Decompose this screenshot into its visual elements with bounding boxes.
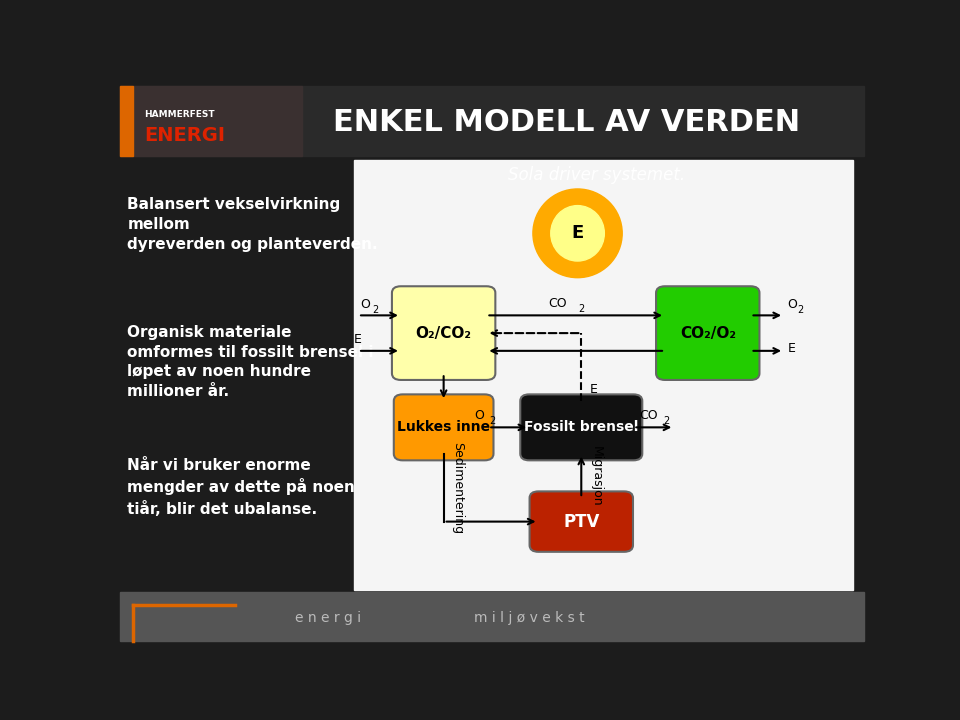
Bar bbox=[120, 86, 133, 156]
Text: 2: 2 bbox=[372, 305, 378, 315]
Bar bbox=[120, 592, 864, 641]
Ellipse shape bbox=[551, 206, 605, 261]
Text: Lukkes inne: Lukkes inne bbox=[397, 420, 491, 434]
Text: CO: CO bbox=[548, 297, 566, 310]
Bar bbox=[354, 160, 852, 590]
Text: Sedimentering: Sedimentering bbox=[451, 441, 464, 534]
Text: O: O bbox=[788, 298, 798, 311]
Text: 2: 2 bbox=[663, 415, 669, 426]
Ellipse shape bbox=[533, 189, 622, 278]
Text: m i l j ø v e k s t: m i l j ø v e k s t bbox=[474, 611, 585, 624]
Text: E: E bbox=[571, 225, 584, 243]
Text: e n e r g i: e n e r g i bbox=[296, 611, 361, 624]
Text: Når vi bruker enorme
mengder av dette på noen
tiår, blir det ubalanse.: Når vi bruker enorme mengder av dette på… bbox=[128, 458, 355, 517]
Bar bbox=[120, 86, 864, 156]
Text: ENKEL MODELL AV VERDEN: ENKEL MODELL AV VERDEN bbox=[333, 108, 800, 137]
Text: Sola driver systemet.: Sola driver systemet. bbox=[508, 166, 684, 184]
Text: Balansert vekselvirkning
mellom
dyreverden og planteverden.: Balansert vekselvirkning mellom dyreverd… bbox=[128, 197, 378, 252]
FancyBboxPatch shape bbox=[656, 287, 759, 380]
Text: O₂/CO₂: O₂/CO₂ bbox=[416, 325, 471, 341]
Text: O: O bbox=[361, 298, 371, 311]
Text: ENERGI: ENERGI bbox=[144, 126, 225, 145]
Text: CO: CO bbox=[639, 409, 658, 422]
Text: 2: 2 bbox=[798, 305, 804, 315]
Bar bbox=[120, 86, 302, 156]
Text: Organisk materiale
omformes til fossilt brensel i
løpet av noen hundre
millioner: Organisk materiale omformes til fossilt … bbox=[128, 325, 374, 399]
Text: Migrasjon: Migrasjon bbox=[590, 446, 603, 506]
FancyBboxPatch shape bbox=[392, 287, 495, 380]
Text: O: O bbox=[474, 409, 485, 422]
Text: 2: 2 bbox=[579, 304, 585, 314]
Text: Fossilt brensel: Fossilt brensel bbox=[524, 420, 638, 434]
Text: PTV: PTV bbox=[564, 513, 599, 531]
Text: E: E bbox=[354, 333, 362, 346]
Text: E: E bbox=[788, 341, 796, 354]
FancyBboxPatch shape bbox=[530, 491, 633, 552]
FancyBboxPatch shape bbox=[520, 395, 642, 460]
FancyBboxPatch shape bbox=[394, 395, 493, 460]
Text: HAMMERFEST: HAMMERFEST bbox=[144, 109, 214, 119]
Text: E: E bbox=[590, 384, 598, 397]
Text: 2: 2 bbox=[490, 415, 495, 426]
Text: CO₂/O₂: CO₂/O₂ bbox=[680, 325, 735, 341]
